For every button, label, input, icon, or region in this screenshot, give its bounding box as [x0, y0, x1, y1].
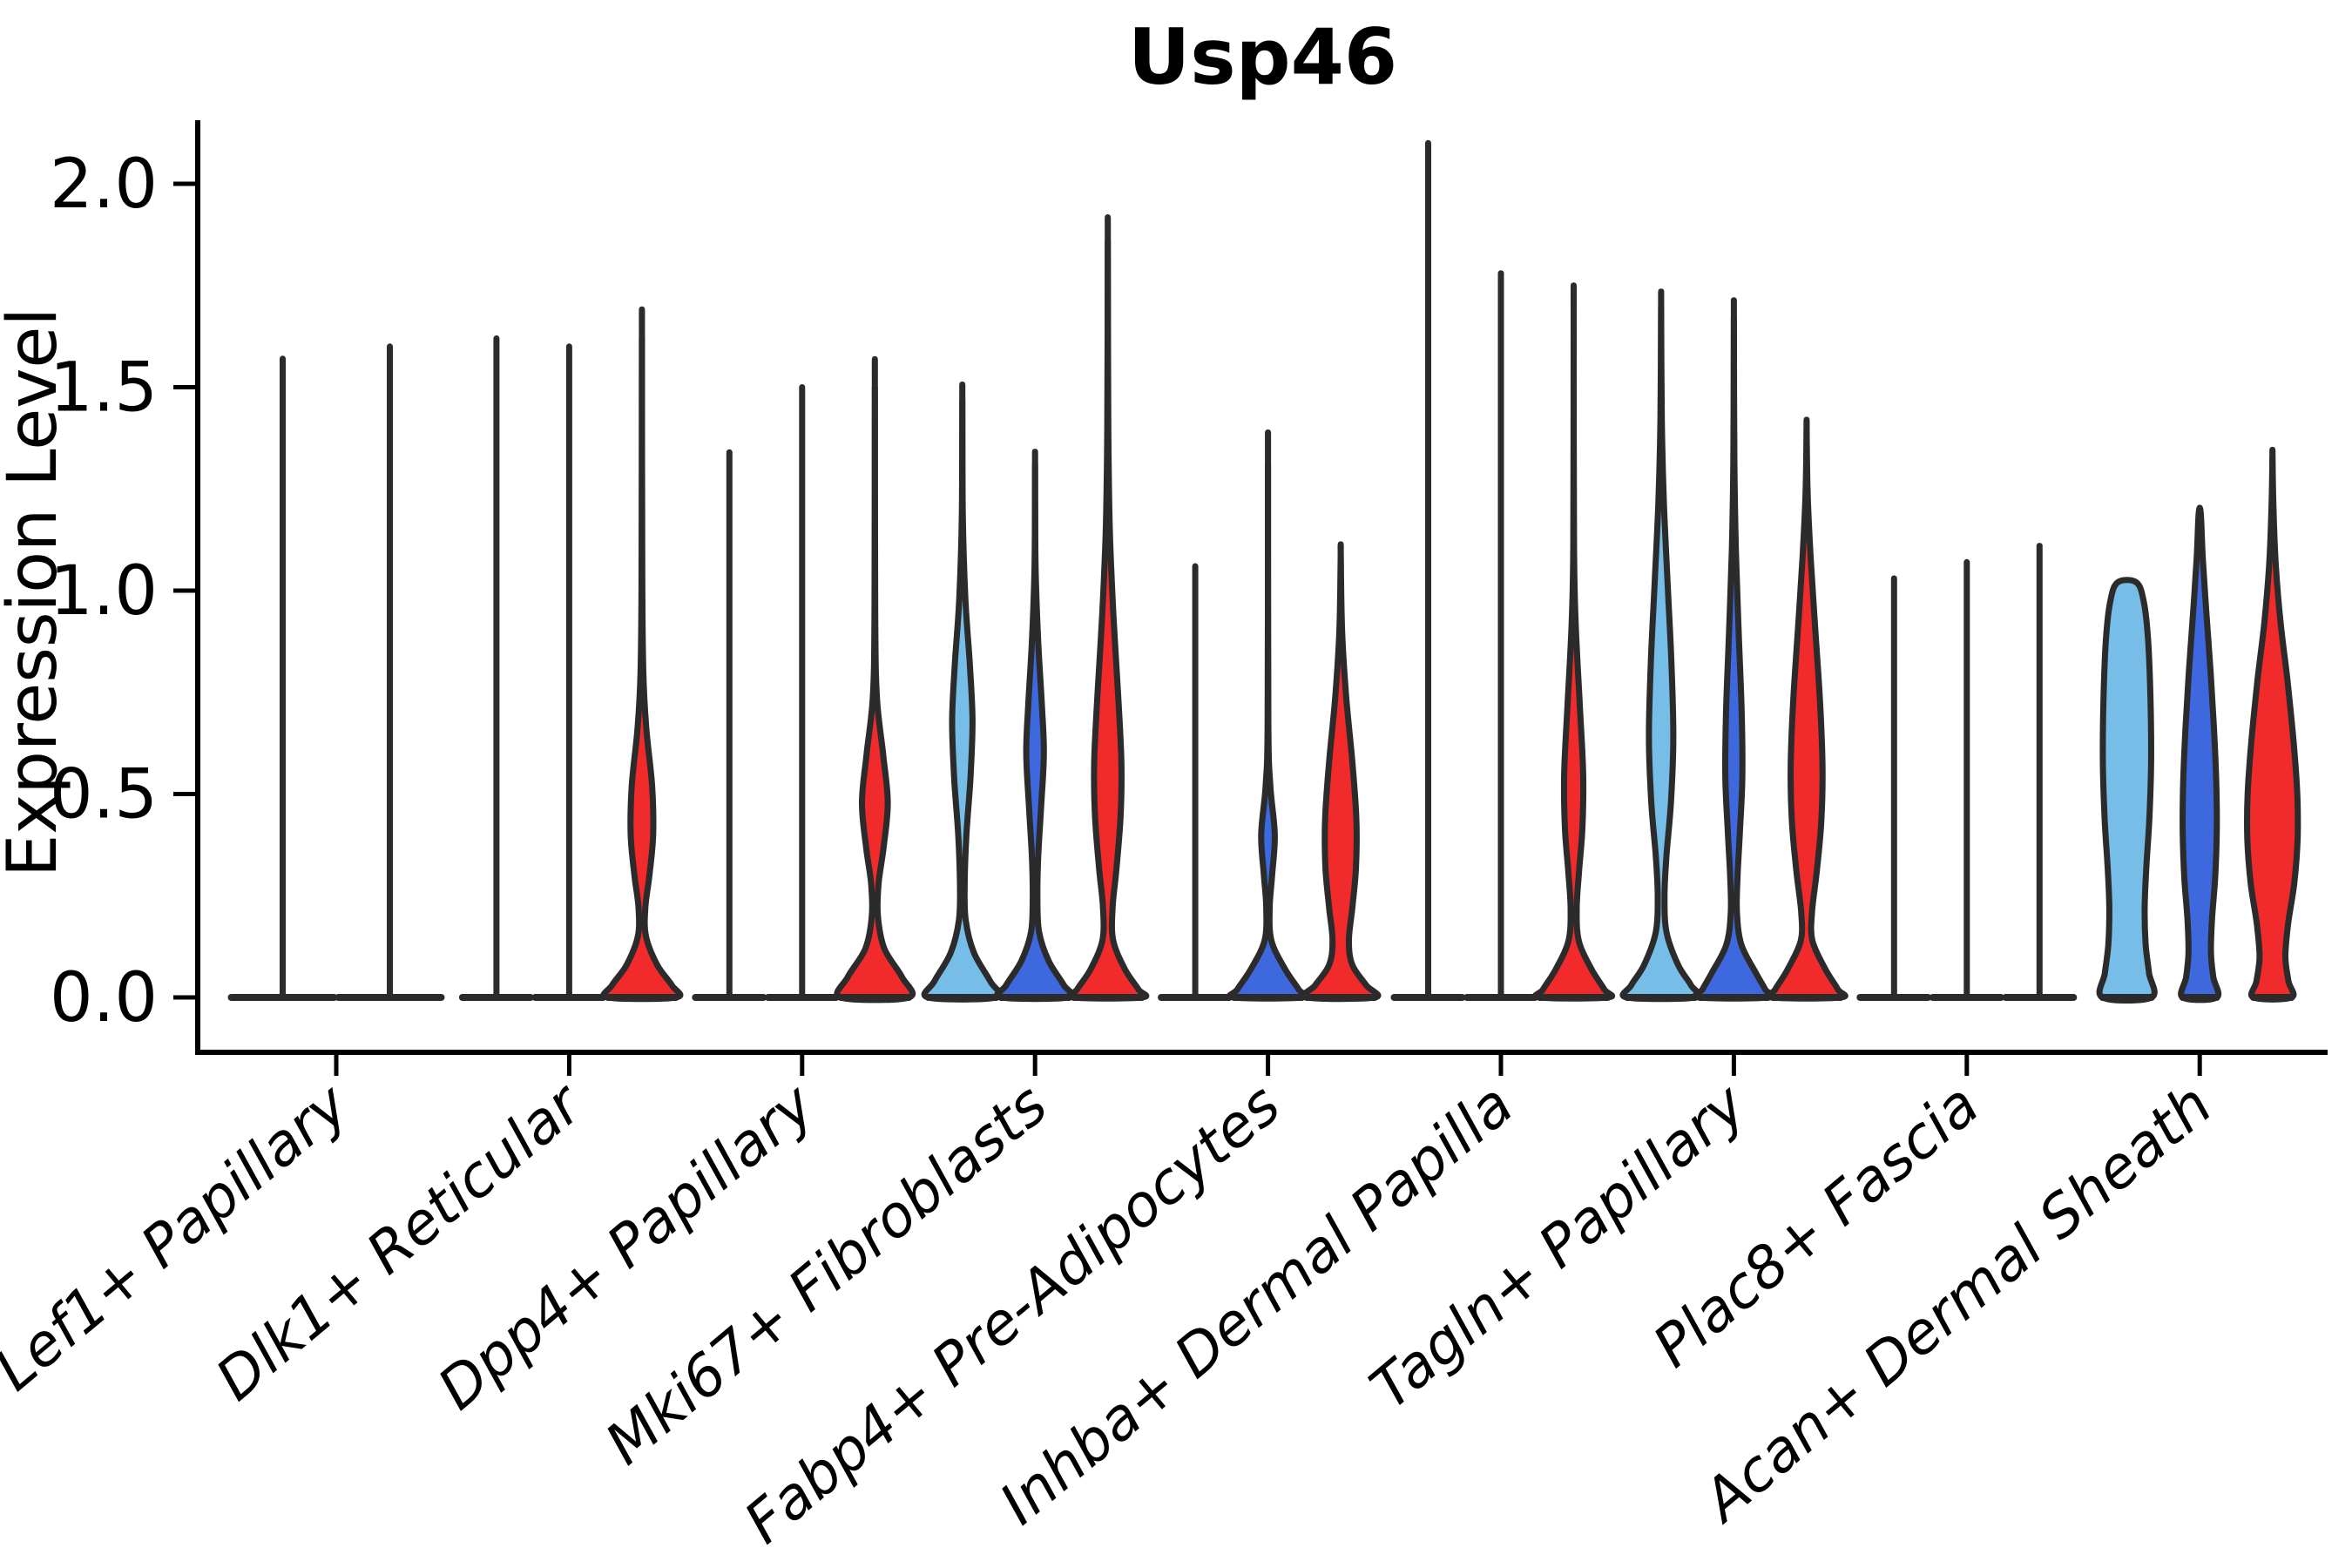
- violin-body-skyblue: [2096, 577, 2158, 1004]
- violin-body-blue: [1692, 297, 1776, 1002]
- y-tick-label: 1.5: [50, 349, 158, 428]
- y-tick-label: 0.0: [50, 959, 158, 1037]
- x-tick-label: Dpp4+ Papillary: [425, 1071, 827, 1423]
- violin-body-red: [600, 306, 684, 1003]
- y-tick-label: 2.0: [50, 145, 158, 224]
- x-tick-label: Mki67+ Fibroblasts: [593, 1071, 1060, 1477]
- y-tick-label: 0.5: [50, 756, 158, 835]
- violin-body-red: [1531, 282, 1616, 1002]
- violin-body-red: [1066, 214, 1150, 1002]
- violin-body-blue: [2178, 504, 2222, 1004]
- y-tick-label: 1.0: [50, 552, 158, 631]
- violin-body-red: [834, 355, 916, 1004]
- violin-body-red: [1765, 416, 1848, 1002]
- violin-body-blue: [993, 449, 1077, 1003]
- violin-body-red: [1300, 541, 1382, 1003]
- x-tick-label: Tagln+ Papillary: [1358, 1071, 1760, 1423]
- violin-body-skyblue: [921, 382, 1004, 1003]
- violin-body-red: [2243, 446, 2301, 1003]
- violin-body-blue: [1227, 429, 1310, 1002]
- chart-title: Usp46: [1127, 12, 1398, 102]
- violin-body-skyblue: [1619, 288, 1703, 1003]
